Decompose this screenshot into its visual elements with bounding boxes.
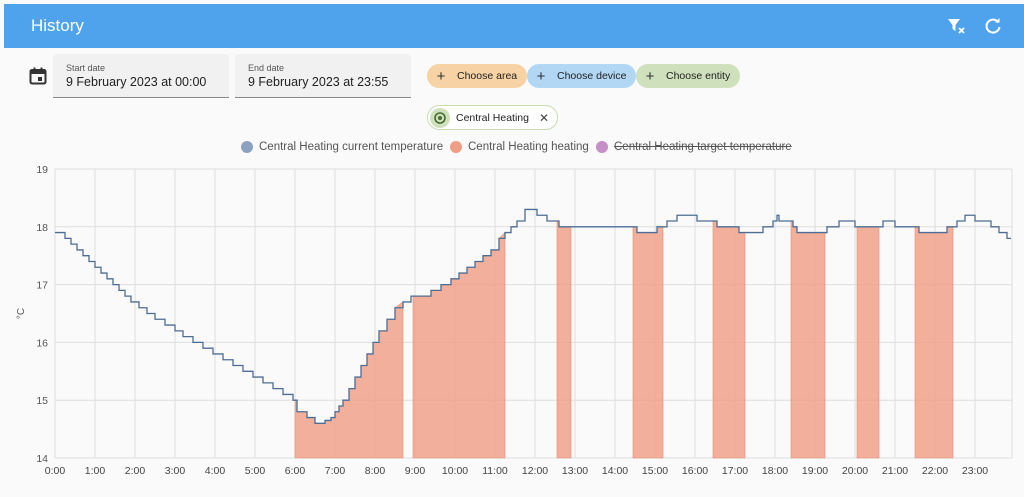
chart-legend: Central Heating current temperature Cent… <box>0 141 1024 161</box>
current-temperature-line <box>55 208 1011 424</box>
x-tick-label: 21:00 <box>882 465 908 477</box>
x-tick-label: 7:00 <box>325 465 346 477</box>
legend-dot <box>450 141 462 153</box>
legend-item-current-temperature[interactable]: Central Heating current temperature <box>241 141 443 153</box>
choose-area-label: Choose area <box>457 70 518 82</box>
choose-device-button[interactable]: + Choose device <box>527 64 637 88</box>
plus-icon: + <box>645 67 655 85</box>
page-title: History <box>31 16 84 35</box>
thermostat-icon <box>430 107 450 128</box>
x-tick-label: 3:00 <box>165 465 186 477</box>
legend-label: Central Heating target temperature <box>614 141 792 153</box>
end-date-label: End date <box>248 63 285 73</box>
x-tick-label: 2:00 <box>125 465 146 477</box>
choose-entity-label: Choose entity <box>666 70 731 82</box>
end-date-field[interactable]: End date 9 February 2023 at 23:55 <box>235 54 411 98</box>
filter-remove-icon[interactable] <box>946 16 966 36</box>
history-controls: Start date 9 February 2023 at 00:00 End … <box>0 54 1024 134</box>
app-header: History <box>4 4 1024 48</box>
plus-icon: + <box>536 67 546 85</box>
heating-area <box>790 220 826 459</box>
legend-label: Central Heating current temperature <box>259 141 444 153</box>
start-date-field[interactable]: Start date 9 February 2023 at 00:00 <box>53 54 229 98</box>
x-tick-label: 16:00 <box>682 465 708 477</box>
x-tick-label: 10:00 <box>442 465 468 477</box>
legend-item-heating[interactable]: Central Heating heating <box>450 141 589 153</box>
x-tick-label: 22:00 <box>922 465 948 477</box>
choose-entity-button[interactable]: + Choose entity <box>636 64 741 88</box>
start-date-value: 9 February 2023 at 00:00 <box>66 75 207 89</box>
plus-icon: + <box>436 67 446 85</box>
heating-area <box>632 226 664 459</box>
x-tick-label: 5:00 <box>245 465 266 477</box>
x-tick-label: 0:00 <box>45 465 66 477</box>
heating-area <box>412 231 506 459</box>
refresh-icon[interactable] <box>983 16 1003 36</box>
end-date-value: 9 February 2023 at 23:55 <box>248 75 389 89</box>
x-tick-label: 18:00 <box>762 465 788 477</box>
x-tick-label: 17:00 <box>722 465 748 477</box>
x-tick-label: 15:00 <box>642 465 668 477</box>
legend-dot <box>596 141 608 153</box>
y-tick-label: 18 <box>36 222 48 234</box>
x-tick-label: 11:00 <box>482 465 508 477</box>
heating-area <box>556 220 572 459</box>
legend-dot <box>241 141 253 153</box>
legend-label: Central Heating heating <box>468 141 589 153</box>
y-tick-label: 17 <box>36 280 48 292</box>
calendar-icon[interactable] <box>28 66 48 86</box>
selected-entity-chip[interactable]: Central Heating ✕ <box>427 105 559 130</box>
y-tick-label: 19 <box>36 164 48 176</box>
x-tick-label: 23:00 <box>962 465 988 477</box>
y-tick-label: 15 <box>36 395 48 407</box>
choose-area-button[interactable]: + Choose area <box>427 64 528 88</box>
x-tick-label: 4:00 <box>205 465 226 477</box>
y-tick-label: 16 <box>36 337 48 349</box>
y-tick-label: 14 <box>36 453 48 465</box>
x-tick-label: 8:00 <box>365 465 386 477</box>
heating-area <box>856 226 880 459</box>
x-tick-label: 6:00 <box>285 465 306 477</box>
x-tick-label: 1:00 <box>85 465 106 477</box>
choose-device-label: Choose device <box>557 70 627 82</box>
x-tick-label: 19:00 <box>802 465 828 477</box>
heating-area <box>914 226 954 459</box>
x-tick-label: 13:00 <box>562 465 588 477</box>
x-tick-label: 9:00 <box>405 465 426 477</box>
y-axis-label: °C <box>16 308 27 319</box>
legend-item-target-temperature[interactable]: Central Heating target temperature <box>596 141 792 153</box>
heating-area <box>712 220 746 459</box>
selected-entity-label: Central Heating <box>456 111 529 124</box>
start-date-label: Start date <box>66 63 106 73</box>
close-icon[interactable]: ✕ <box>538 110 550 125</box>
history-chart[interactable]: 14 15 16 17 18 19 0:00 1:00 2:00 3:00 4:00 5:00 6:00… <box>0 160 1024 497</box>
x-tick-label: 20:00 <box>842 465 868 477</box>
x-tick-label: 12:00 <box>522 465 548 477</box>
x-tick-label: 14:00 <box>602 465 628 477</box>
